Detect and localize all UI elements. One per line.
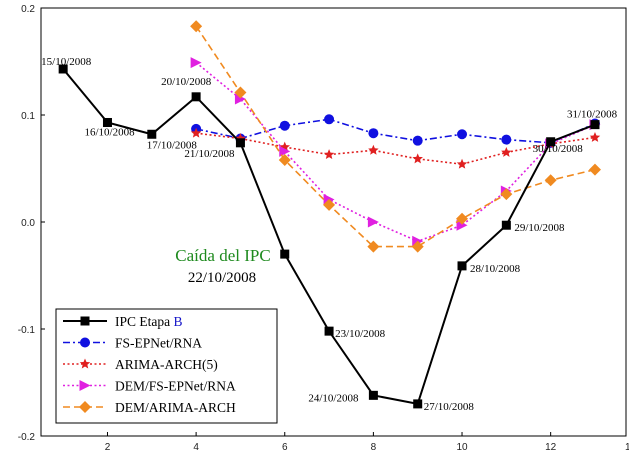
data-point (58, 64, 68, 74)
data-point (368, 390, 378, 400)
legend-marker (79, 380, 91, 391)
legend-marker (80, 316, 90, 326)
data-point (456, 158, 468, 169)
x-tick-label: 1 (625, 442, 629, 453)
legend-label: DEM/ARIMA-ARCH (115, 400, 236, 415)
caida-date: 22/10/2008 (188, 270, 256, 286)
data-point (412, 135, 423, 146)
data-point (280, 249, 290, 259)
data-point (368, 144, 379, 155)
date-annotation: 20/10/2008 (161, 76, 212, 88)
data-point (546, 137, 556, 147)
data-point (190, 127, 202, 138)
legend-entry: FS-EPNet/RNA (63, 336, 202, 351)
data-point (590, 120, 600, 130)
legend-entry: IPC Etapa B (63, 314, 183, 329)
date-annotation: 27/10/2008 (424, 401, 475, 413)
data-point (191, 92, 201, 102)
data-point (235, 138, 245, 148)
data-point (544, 174, 557, 187)
legend-entry: DEM/FS-EPNet/RNA (63, 379, 236, 394)
x-tick-label: 8 (371, 442, 377, 453)
data-point (411, 240, 424, 253)
legend-box (55, 308, 278, 424)
data-point (501, 220, 511, 230)
data-point (412, 153, 423, 164)
data-point (147, 129, 157, 139)
series-layer (58, 20, 601, 409)
y-tick-label: 0.0 (21, 218, 35, 229)
data-point (102, 117, 112, 127)
legend-marker (79, 358, 91, 369)
data-point (279, 120, 290, 131)
data-point (323, 149, 335, 160)
caida-annotation: Caída del IPC 22/10/2008 (175, 246, 270, 286)
date-annotation: 15/10/2008 (41, 56, 92, 68)
data-point (367, 216, 379, 228)
x-tick-label: 10 (456, 442, 468, 453)
data-point (588, 163, 601, 176)
legend-label: ARIMA-ARCH(5) (115, 357, 218, 372)
x-tick-label: 4 (193, 442, 199, 453)
data-point (324, 114, 335, 125)
data-point (501, 146, 512, 157)
legend: IPC Etapa B FS-EPNet/RNA ARIMA-ARCH(5) DEM/… (55, 308, 278, 424)
date-annotation: 24/10/2008 (308, 392, 359, 404)
y-tick-label: 0.1 (21, 111, 35, 122)
data-point (368, 128, 379, 139)
data-point (500, 188, 513, 201)
data-point (190, 20, 203, 33)
legend-label: IPC Etapa B (115, 314, 183, 329)
data-point (589, 131, 601, 142)
y-tick-label: 0.2 (21, 4, 35, 15)
data-point (323, 198, 336, 211)
data-point (279, 145, 291, 157)
date-annotation: 28/10/2008 (470, 263, 521, 275)
series-line (195, 118, 596, 144)
date-annotation: 31/10/2008 (567, 109, 618, 121)
data-point (324, 326, 334, 336)
data-point (234, 93, 246, 105)
legend-label: FS-EPNet/RNA (115, 336, 202, 351)
date-annotation: 21/10/2008 (184, 148, 235, 160)
date-annotation: 30/10/2008 (533, 143, 584, 155)
data-point (501, 134, 512, 145)
legend-entry: DEM/ARIMA-ARCH (63, 400, 236, 415)
date-annotation: 17/10/2008 (147, 139, 198, 151)
data-point (457, 261, 467, 271)
x-tick-label: 2 (105, 442, 111, 453)
data-point (367, 240, 380, 253)
data-point (457, 129, 468, 140)
legend-marker (80, 337, 90, 348)
legend-marker (79, 401, 91, 413)
axes: 2 4 6 8 10 12 1 -0.2 -0.1 0.0 0.1 0.2 (18, 4, 629, 453)
data-point (234, 86, 247, 99)
data-point (190, 57, 202, 69)
data-point (278, 153, 291, 166)
date-annotation: 23/10/2008 (335, 328, 386, 340)
data-point (456, 212, 469, 225)
date-annotation: 16/10/2008 (84, 126, 135, 138)
series-line (195, 61, 596, 243)
data-point (413, 399, 423, 409)
caida-title: Caída del IPC (175, 246, 270, 265)
legend-label: DEM/FS-EPNet/RNA (115, 379, 236, 394)
y-tick-label: -0.2 (18, 432, 36, 443)
annotation-layer: 15/10/2008 16/10/2008 17/10/2008 20/10/2008… (41, 56, 617, 413)
series-line (195, 25, 596, 248)
legend-entry: ARIMA-ARCH(5) (63, 357, 218, 372)
x-tick-label: 6 (282, 442, 288, 453)
x-tick-label: 12 (545, 442, 557, 453)
data-point (456, 219, 468, 231)
y-tick-label: -0.1 (18, 325, 36, 336)
series-ipc-etapa-b (58, 64, 600, 409)
series-dem-arima-arch (190, 20, 601, 253)
date-annotation: 29/10/2008 (514, 222, 565, 234)
